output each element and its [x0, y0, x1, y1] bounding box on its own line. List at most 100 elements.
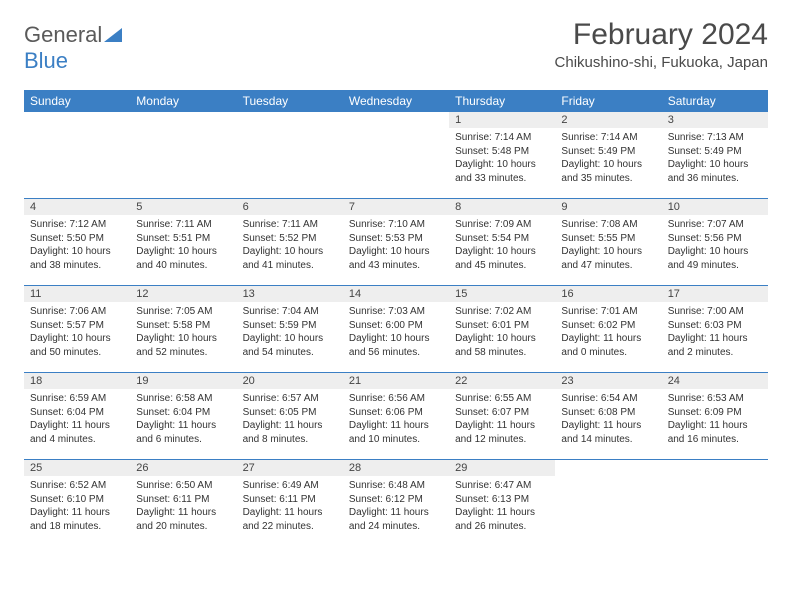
day-cell: 10Sunrise: 7:07 AMSunset: 5:56 PMDayligh… — [662, 199, 768, 285]
sunset-line: Sunset: 5:59 PM — [243, 319, 337, 333]
day-cell: 20Sunrise: 6:57 AMSunset: 6:05 PMDayligh… — [237, 373, 343, 459]
weekday-header: Saturday — [662, 90, 768, 112]
day-cell: 15Sunrise: 7:02 AMSunset: 6:01 PMDayligh… — [449, 286, 555, 372]
daylight-line: Daylight: 11 hours and 14 minutes. — [561, 419, 655, 446]
sunset-line: Sunset: 6:12 PM — [349, 493, 443, 507]
calendar-page: GeneralBlue February 2024 Chikushino-shi… — [0, 0, 792, 566]
daylight-line: Daylight: 11 hours and 18 minutes. — [30, 506, 124, 533]
sunrise-line: Sunrise: 6:48 AM — [349, 479, 443, 493]
day-details: Sunrise: 6:53 AMSunset: 6:09 PMDaylight:… — [662, 389, 768, 452]
day-cell — [343, 112, 449, 198]
sunset-line: Sunset: 6:05 PM — [243, 406, 337, 420]
day-cell: 1Sunrise: 7:14 AMSunset: 5:48 PMDaylight… — [449, 112, 555, 198]
daylight-line: Daylight: 11 hours and 20 minutes. — [136, 506, 230, 533]
day-details: Sunrise: 7:02 AMSunset: 6:01 PMDaylight:… — [449, 302, 555, 365]
sunrise-line: Sunrise: 6:50 AM — [136, 479, 230, 493]
day-number: 17 — [662, 286, 768, 302]
day-details: Sunrise: 7:01 AMSunset: 6:02 PMDaylight:… — [555, 302, 661, 365]
daylight-line: Daylight: 10 hours and 40 minutes. — [136, 245, 230, 272]
daylight-line: Daylight: 11 hours and 2 minutes. — [668, 332, 762, 359]
sunrise-line: Sunrise: 7:01 AM — [561, 305, 655, 319]
sunset-line: Sunset: 6:06 PM — [349, 406, 443, 420]
day-number: 27 — [237, 460, 343, 476]
day-details: Sunrise: 7:03 AMSunset: 6:00 PMDaylight:… — [343, 302, 449, 365]
day-number: 7 — [343, 199, 449, 215]
sunset-line: Sunset: 5:53 PM — [349, 232, 443, 246]
sunrise-line: Sunrise: 7:08 AM — [561, 218, 655, 232]
day-cell: 28Sunrise: 6:48 AMSunset: 6:12 PMDayligh… — [343, 460, 449, 546]
sunset-line: Sunset: 6:01 PM — [455, 319, 549, 333]
day-details: Sunrise: 7:08 AMSunset: 5:55 PMDaylight:… — [555, 215, 661, 278]
day-cell: 27Sunrise: 6:49 AMSunset: 6:11 PMDayligh… — [237, 460, 343, 546]
sunset-line: Sunset: 6:10 PM — [30, 493, 124, 507]
sunset-line: Sunset: 6:11 PM — [243, 493, 337, 507]
day-cell: 12Sunrise: 7:05 AMSunset: 5:58 PMDayligh… — [130, 286, 236, 372]
daylight-line: Daylight: 10 hours and 38 minutes. — [30, 245, 124, 272]
day-cell: 29Sunrise: 6:47 AMSunset: 6:13 PMDayligh… — [449, 460, 555, 546]
sunset-line: Sunset: 5:48 PM — [455, 145, 549, 159]
day-details: Sunrise: 6:49 AMSunset: 6:11 PMDaylight:… — [237, 476, 343, 539]
sunset-line: Sunset: 5:52 PM — [243, 232, 337, 246]
day-number: 14 — [343, 286, 449, 302]
week-row: 1Sunrise: 7:14 AMSunset: 5:48 PMDaylight… — [24, 112, 768, 198]
day-cell: 11Sunrise: 7:06 AMSunset: 5:57 PMDayligh… — [24, 286, 130, 372]
day-cell: 13Sunrise: 7:04 AMSunset: 5:59 PMDayligh… — [237, 286, 343, 372]
day-cell: 17Sunrise: 7:00 AMSunset: 6:03 PMDayligh… — [662, 286, 768, 372]
day-cell: 18Sunrise: 6:59 AMSunset: 6:04 PMDayligh… — [24, 373, 130, 459]
day-number: 8 — [449, 199, 555, 215]
day-number: 15 — [449, 286, 555, 302]
sunrise-line: Sunrise: 6:58 AM — [136, 392, 230, 406]
day-number: 28 — [343, 460, 449, 476]
weekday-header-row: Sunday Monday Tuesday Wednesday Thursday… — [24, 90, 768, 112]
sunset-line: Sunset: 5:56 PM — [668, 232, 762, 246]
day-details: Sunrise: 6:55 AMSunset: 6:07 PMDaylight:… — [449, 389, 555, 452]
sunrise-line: Sunrise: 7:10 AM — [349, 218, 443, 232]
day-number: 4 — [24, 199, 130, 215]
day-cell: 3Sunrise: 7:13 AMSunset: 5:49 PMDaylight… — [662, 112, 768, 198]
week-row: 4Sunrise: 7:12 AMSunset: 5:50 PMDaylight… — [24, 198, 768, 285]
daylight-line: Daylight: 10 hours and 58 minutes. — [455, 332, 549, 359]
day-cell — [555, 460, 661, 546]
day-number: 26 — [130, 460, 236, 476]
weekday-header: Tuesday — [237, 90, 343, 112]
sunrise-line: Sunrise: 6:49 AM — [243, 479, 337, 493]
weekday-header: Friday — [555, 90, 661, 112]
day-cell: 7Sunrise: 7:10 AMSunset: 5:53 PMDaylight… — [343, 199, 449, 285]
sunset-line: Sunset: 5:49 PM — [668, 145, 762, 159]
day-number: 1 — [449, 112, 555, 128]
day-details: Sunrise: 6:57 AMSunset: 6:05 PMDaylight:… — [237, 389, 343, 452]
logo-text-blue: Blue — [24, 48, 68, 73]
weekday-header: Wednesday — [343, 90, 449, 112]
day-cell — [662, 460, 768, 546]
daylight-line: Daylight: 11 hours and 0 minutes. — [561, 332, 655, 359]
daylight-line: Daylight: 10 hours and 47 minutes. — [561, 245, 655, 272]
day-number — [343, 112, 449, 116]
daylight-line: Daylight: 11 hours and 22 minutes. — [243, 506, 337, 533]
logo-text: GeneralBlue — [24, 22, 122, 74]
location-label: Chikushino-shi, Fukuoka, Japan — [555, 54, 768, 71]
day-details: Sunrise: 7:14 AMSunset: 5:49 PMDaylight:… — [555, 128, 661, 191]
day-details: Sunrise: 7:10 AMSunset: 5:53 PMDaylight:… — [343, 215, 449, 278]
calendar-grid: Sunday Monday Tuesday Wednesday Thursday… — [24, 90, 768, 546]
day-details: Sunrise: 6:54 AMSunset: 6:08 PMDaylight:… — [555, 389, 661, 452]
weekday-header: Monday — [130, 90, 236, 112]
day-details: Sunrise: 6:56 AMSunset: 6:06 PMDaylight:… — [343, 389, 449, 452]
logo-text-gray: General — [24, 22, 102, 47]
sunset-line: Sunset: 6:09 PM — [668, 406, 762, 420]
day-cell: 25Sunrise: 6:52 AMSunset: 6:10 PMDayligh… — [24, 460, 130, 546]
sunset-line: Sunset: 6:08 PM — [561, 406, 655, 420]
sunset-line: Sunset: 6:04 PM — [136, 406, 230, 420]
sunrise-line: Sunrise: 7:11 AM — [243, 218, 337, 232]
day-cell — [130, 112, 236, 198]
day-number: 3 — [662, 112, 768, 128]
page-header: GeneralBlue February 2024 Chikushino-shi… — [24, 18, 768, 74]
daylight-line: Daylight: 10 hours and 56 minutes. — [349, 332, 443, 359]
day-number: 11 — [24, 286, 130, 302]
week-row: 18Sunrise: 6:59 AMSunset: 6:04 PMDayligh… — [24, 372, 768, 459]
day-details: Sunrise: 6:47 AMSunset: 6:13 PMDaylight:… — [449, 476, 555, 539]
day-details: Sunrise: 7:13 AMSunset: 5:49 PMDaylight:… — [662, 128, 768, 191]
day-number: 18 — [24, 373, 130, 389]
day-details: Sunrise: 7:04 AMSunset: 5:59 PMDaylight:… — [237, 302, 343, 365]
day-number: 9 — [555, 199, 661, 215]
sunset-line: Sunset: 5:58 PM — [136, 319, 230, 333]
